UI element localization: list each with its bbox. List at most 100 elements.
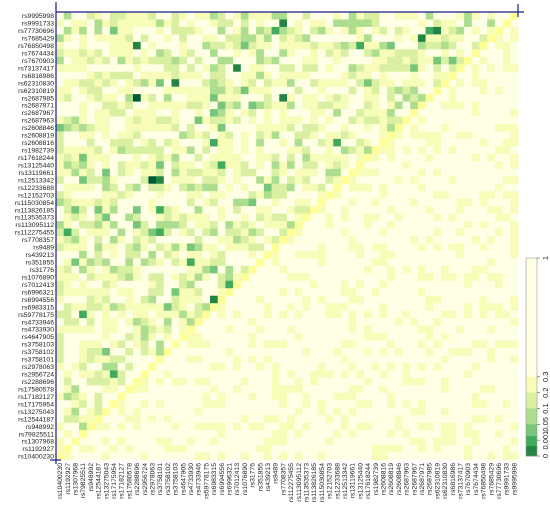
heatmap-cell bbox=[425, 161, 434, 170]
heatmap-cell bbox=[140, 101, 149, 110]
heatmap-cell bbox=[317, 348, 326, 356]
heatmap-cell bbox=[394, 362, 403, 371]
heatmap-cell bbox=[279, 385, 288, 394]
row-label: rs62310819 bbox=[18, 88, 54, 95]
heatmap-cell bbox=[156, 213, 165, 222]
heatmap-cell bbox=[441, 288, 450, 297]
heatmap-cell bbox=[109, 377, 118, 386]
diagonal-cell bbox=[456, 64, 465, 73]
heatmap-cell bbox=[179, 138, 188, 147]
heatmap-cell bbox=[133, 146, 142, 155]
heatmap-cell bbox=[271, 198, 280, 207]
heatmap-cell bbox=[310, 176, 319, 185]
heatmap-cell bbox=[448, 400, 457, 409]
heatmap-cell bbox=[502, 348, 511, 356]
heatmap-cell bbox=[448, 377, 457, 386]
heatmap-cell bbox=[71, 183, 80, 192]
heatmap-cell bbox=[248, 116, 257, 125]
heatmap-cell bbox=[325, 124, 334, 132]
heatmap-cell bbox=[502, 288, 511, 297]
heatmap-cell bbox=[94, 273, 103, 282]
heatmap-cell bbox=[394, 116, 403, 125]
heatmap-cell bbox=[479, 437, 488, 446]
heatmap-cell bbox=[210, 34, 219, 43]
heatmap-cell bbox=[456, 318, 465, 326]
heatmap-cell bbox=[140, 236, 149, 244]
heatmap-cell bbox=[279, 161, 288, 170]
heatmap-cell bbox=[271, 131, 280, 140]
heatmap-cell bbox=[140, 221, 149, 229]
heatmap-cell bbox=[510, 198, 519, 207]
heatmap-cell bbox=[202, 109, 211, 117]
row-label: rs2687963 bbox=[22, 118, 54, 125]
heatmap-cell bbox=[163, 280, 172, 289]
heatmap-cell bbox=[202, 348, 211, 356]
heatmap-cell bbox=[364, 183, 373, 192]
heatmap-cell bbox=[240, 56, 249, 65]
heatmap-cell bbox=[217, 333, 226, 341]
heatmap-cell bbox=[71, 295, 80, 304]
heatmap-cell bbox=[410, 280, 419, 289]
heatmap-cell bbox=[479, 400, 488, 409]
heatmap-cell bbox=[402, 295, 411, 304]
heatmap-cell bbox=[340, 191, 349, 200]
heatmap-cell bbox=[417, 206, 426, 214]
heatmap-cell bbox=[302, 415, 311, 424]
heatmap-cell bbox=[263, 243, 272, 252]
heatmap-cell bbox=[233, 452, 242, 461]
heatmap-cell bbox=[494, 146, 503, 155]
heatmap-cell bbox=[102, 12, 111, 20]
heatmap-cell bbox=[394, 377, 403, 386]
heatmap-cell bbox=[248, 138, 257, 147]
heatmap-cell bbox=[448, 206, 457, 214]
heatmap-cell bbox=[256, 64, 265, 73]
heatmap-cell bbox=[133, 422, 142, 431]
heatmap-cell bbox=[371, 422, 380, 431]
heatmap-cell bbox=[317, 362, 326, 371]
heatmap-cell bbox=[171, 94, 180, 102]
heatmap-cell bbox=[217, 377, 226, 386]
heatmap-cell bbox=[156, 153, 165, 162]
column-label: rs62310830 bbox=[442, 463, 449, 499]
heatmap-cell bbox=[248, 236, 257, 244]
heatmap-cell bbox=[171, 280, 180, 289]
heatmap-cell bbox=[271, 213, 280, 222]
heatmap-cell bbox=[117, 183, 126, 192]
heatmap-cell bbox=[448, 221, 457, 229]
heatmap-cell bbox=[109, 362, 118, 371]
heatmap-cell bbox=[148, 452, 157, 461]
heatmap-cell bbox=[394, 355, 403, 364]
heatmap-cell bbox=[271, 109, 280, 117]
heatmap-cell bbox=[186, 64, 195, 73]
heatmap-cell bbox=[479, 422, 488, 431]
heatmap-cell bbox=[225, 34, 234, 43]
heatmap-cell bbox=[210, 407, 219, 416]
heatmap-cell bbox=[163, 430, 172, 438]
heatmap-cell bbox=[109, 49, 118, 58]
row-label: rs59778175 bbox=[18, 312, 54, 319]
heatmap-cell bbox=[256, 206, 265, 214]
heatmap-cell bbox=[233, 437, 242, 446]
heatmap-cell bbox=[494, 265, 503, 274]
heatmap-cell bbox=[256, 318, 265, 326]
heatmap-cell bbox=[441, 325, 450, 334]
heatmap-cell bbox=[194, 430, 203, 438]
heatmap-cell bbox=[394, 64, 403, 73]
heatmap-cell bbox=[71, 116, 80, 125]
heatmap-cell bbox=[348, 392, 357, 401]
heatmap-cell bbox=[210, 161, 219, 170]
heatmap-cell bbox=[117, 12, 126, 20]
heatmap-cell bbox=[79, 34, 88, 43]
heatmap-cell bbox=[210, 392, 219, 401]
heatmap-cell bbox=[487, 452, 496, 461]
heatmap-cell bbox=[194, 340, 203, 349]
heatmap-cell bbox=[441, 340, 450, 349]
heatmap-cell bbox=[387, 56, 396, 65]
heatmap-cell bbox=[133, 94, 142, 102]
heatmap-cell bbox=[63, 26, 72, 35]
heatmap-cell bbox=[63, 221, 72, 229]
heatmap-cell bbox=[202, 116, 211, 125]
heatmap-cell bbox=[479, 206, 488, 214]
heatmap-cell bbox=[502, 131, 511, 140]
